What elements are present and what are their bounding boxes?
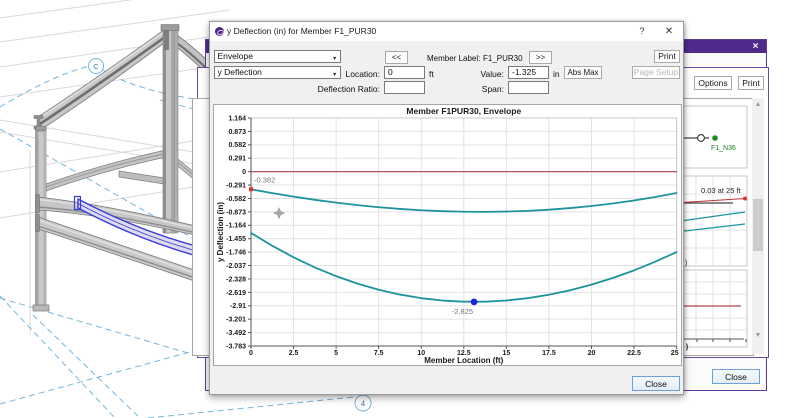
- svg-text:-0.291: -0.291: [226, 182, 246, 189]
- svg-text:-3.783: -3.783: [226, 343, 246, 350]
- location-caption: Location:: [345, 69, 381, 79]
- span-input[interactable]: [508, 80, 549, 94]
- plot-type-value: y Deflection: [217, 66, 262, 77]
- svg-text:-0.382: -0.382: [254, 175, 275, 184]
- value-input[interactable]: -1.325: [508, 65, 549, 79]
- rear-ylabel-fragment-2: k ): [680, 344, 689, 351]
- span-caption: Span:: [481, 84, 504, 94]
- help-button[interactable]: ?: [639, 26, 645, 36]
- dialog-titlebar[interactable]: y Deflection (in) for Member F1_PUR30 ? …: [210, 22, 683, 41]
- node-dot-icon: [712, 135, 718, 141]
- svg-text:-0.582: -0.582: [226, 196, 246, 203]
- scroll-up-icon[interactable]: ▲: [754, 101, 762, 108]
- svg-text:0: 0: [242, 169, 246, 176]
- rear-scrollbar-thumb[interactable]: [753, 199, 763, 251]
- value-unit: in: [553, 69, 560, 79]
- print-button[interactable]: Print: [654, 50, 680, 63]
- rear-scrollbar[interactable]: ▲ ▼: [752, 98, 764, 354]
- svg-text:-2.328: -2.328: [226, 276, 246, 283]
- svg-text:Member Location (ft): Member Location (ft): [424, 356, 503, 365]
- svg-text:-2.037: -2.037: [226, 263, 246, 270]
- svg-text:0.582: 0.582: [228, 142, 246, 149]
- location-unit: ft: [429, 69, 434, 79]
- abs-max-button[interactable]: Abs Max: [564, 66, 602, 79]
- svg-text:5: 5: [334, 350, 338, 357]
- svg-text:0.291: 0.291: [228, 156, 246, 163]
- member-column-right[interactable]: [160, 24, 180, 234]
- svg-text:-3.492: -3.492: [226, 330, 246, 337]
- result-set-dropdown[interactable]: Envelope ▼: [213, 50, 341, 63]
- deflection-ratio-caption: Deflection Ratio:: [317, 84, 380, 94]
- deflection-ratio-input[interactable]: [384, 80, 425, 94]
- svg-text:-1.746: -1.746: [226, 250, 246, 257]
- svg-text:-2.825: -2.825: [452, 307, 473, 316]
- svg-text:Member F1PUR30, Envelope: Member F1PUR30, Envelope: [406, 106, 521, 116]
- dialog-title: y Deflection (in) for Member F1_PUR30: [227, 26, 377, 36]
- chevron-down-icon: ▼: [332, 56, 338, 62]
- close-button[interactable]: Close: [632, 376, 680, 391]
- svg-text:y Deflection (in): y Deflection (in): [216, 202, 225, 262]
- steel-frame[interactable]: [32, 24, 213, 312]
- grid-bubble-4[interactable]: 4: [354, 394, 372, 412]
- member-label-value: F1_PUR30: [483, 53, 523, 63]
- next-member-button[interactable]: >>: [529, 50, 552, 64]
- value-caption: Value:: [480, 69, 504, 79]
- chevron-down-icon: ▼: [332, 71, 338, 78]
- grid-bubble-c-label: C: [93, 62, 99, 71]
- location-input[interactable]: 0: [384, 65, 425, 79]
- grid-bubble-c[interactable]: C: [88, 58, 104, 74]
- page-setup-button[interactable]: Page Setup: [632, 66, 680, 79]
- node-label: F1_N36: [711, 145, 736, 152]
- svg-text:-0.873: -0.873: [226, 209, 246, 216]
- svg-text:15: 15: [502, 350, 510, 357]
- svg-text:-2.619: -2.619: [226, 290, 246, 297]
- deflection-chart-panel: 1.164 0.873 0.582 0.291 0 -0.291 -0.582 -0.873 -…: [213, 104, 682, 366]
- previous-member-button[interactable]: <<: [385, 50, 408, 64]
- app-icon: [215, 27, 224, 36]
- options-button[interactable]: Options: [694, 76, 732, 90]
- svg-text:20: 20: [588, 350, 596, 357]
- svg-text:-1.455: -1.455: [226, 236, 246, 243]
- svg-text:1.164: 1.164: [228, 115, 246, 122]
- close-icon[interactable]: ✕: [664, 26, 674, 37]
- plot-type-dropdown[interactable]: y Deflection ▼: [213, 65, 341, 79]
- result-set-value: Envelope: [217, 51, 253, 61]
- svg-text:-3.201: -3.201: [226, 317, 246, 324]
- svg-text:17.5: 17.5: [542, 350, 556, 357]
- svg-text:-1.164: -1.164: [226, 223, 246, 230]
- rear-close-icon[interactable]: ×: [752, 41, 759, 52]
- svg-text:2.5: 2.5: [289, 350, 299, 357]
- rear-annotation: 0.03 at 25 ft: [701, 186, 741, 195]
- deflection-dialog: y Deflection (in) for Member F1_PUR30 ? …: [209, 21, 684, 395]
- rear-print-button[interactable]: Print: [738, 76, 764, 90]
- grid-bubble-4-label: 4: [361, 400, 366, 409]
- reference-level-lines: [0, 0, 231, 335]
- svg-text:25: 25: [671, 350, 679, 357]
- svg-text:7.5: 7.5: [374, 350, 384, 357]
- svg-text:0: 0: [249, 350, 253, 357]
- member-label-caption: Member Label:: [427, 53, 481, 63]
- svg-text:12.5: 12.5: [457, 350, 471, 357]
- svg-text:0.873: 0.873: [228, 129, 246, 136]
- scroll-down-icon[interactable]: ▼: [754, 332, 762, 339]
- svg-text:-2.91: -2.91: [230, 303, 246, 310]
- rear-close-button[interactable]: Close: [712, 369, 760, 384]
- svg-text:10: 10: [417, 350, 425, 357]
- svg-text:22.5: 22.5: [627, 350, 641, 357]
- node-circle-icon: [697, 134, 705, 142]
- deflection-chart[interactable]: 1.164 0.873 0.582 0.291 0 -0.291 -0.582 -0.873 -…: [214, 105, 681, 365]
